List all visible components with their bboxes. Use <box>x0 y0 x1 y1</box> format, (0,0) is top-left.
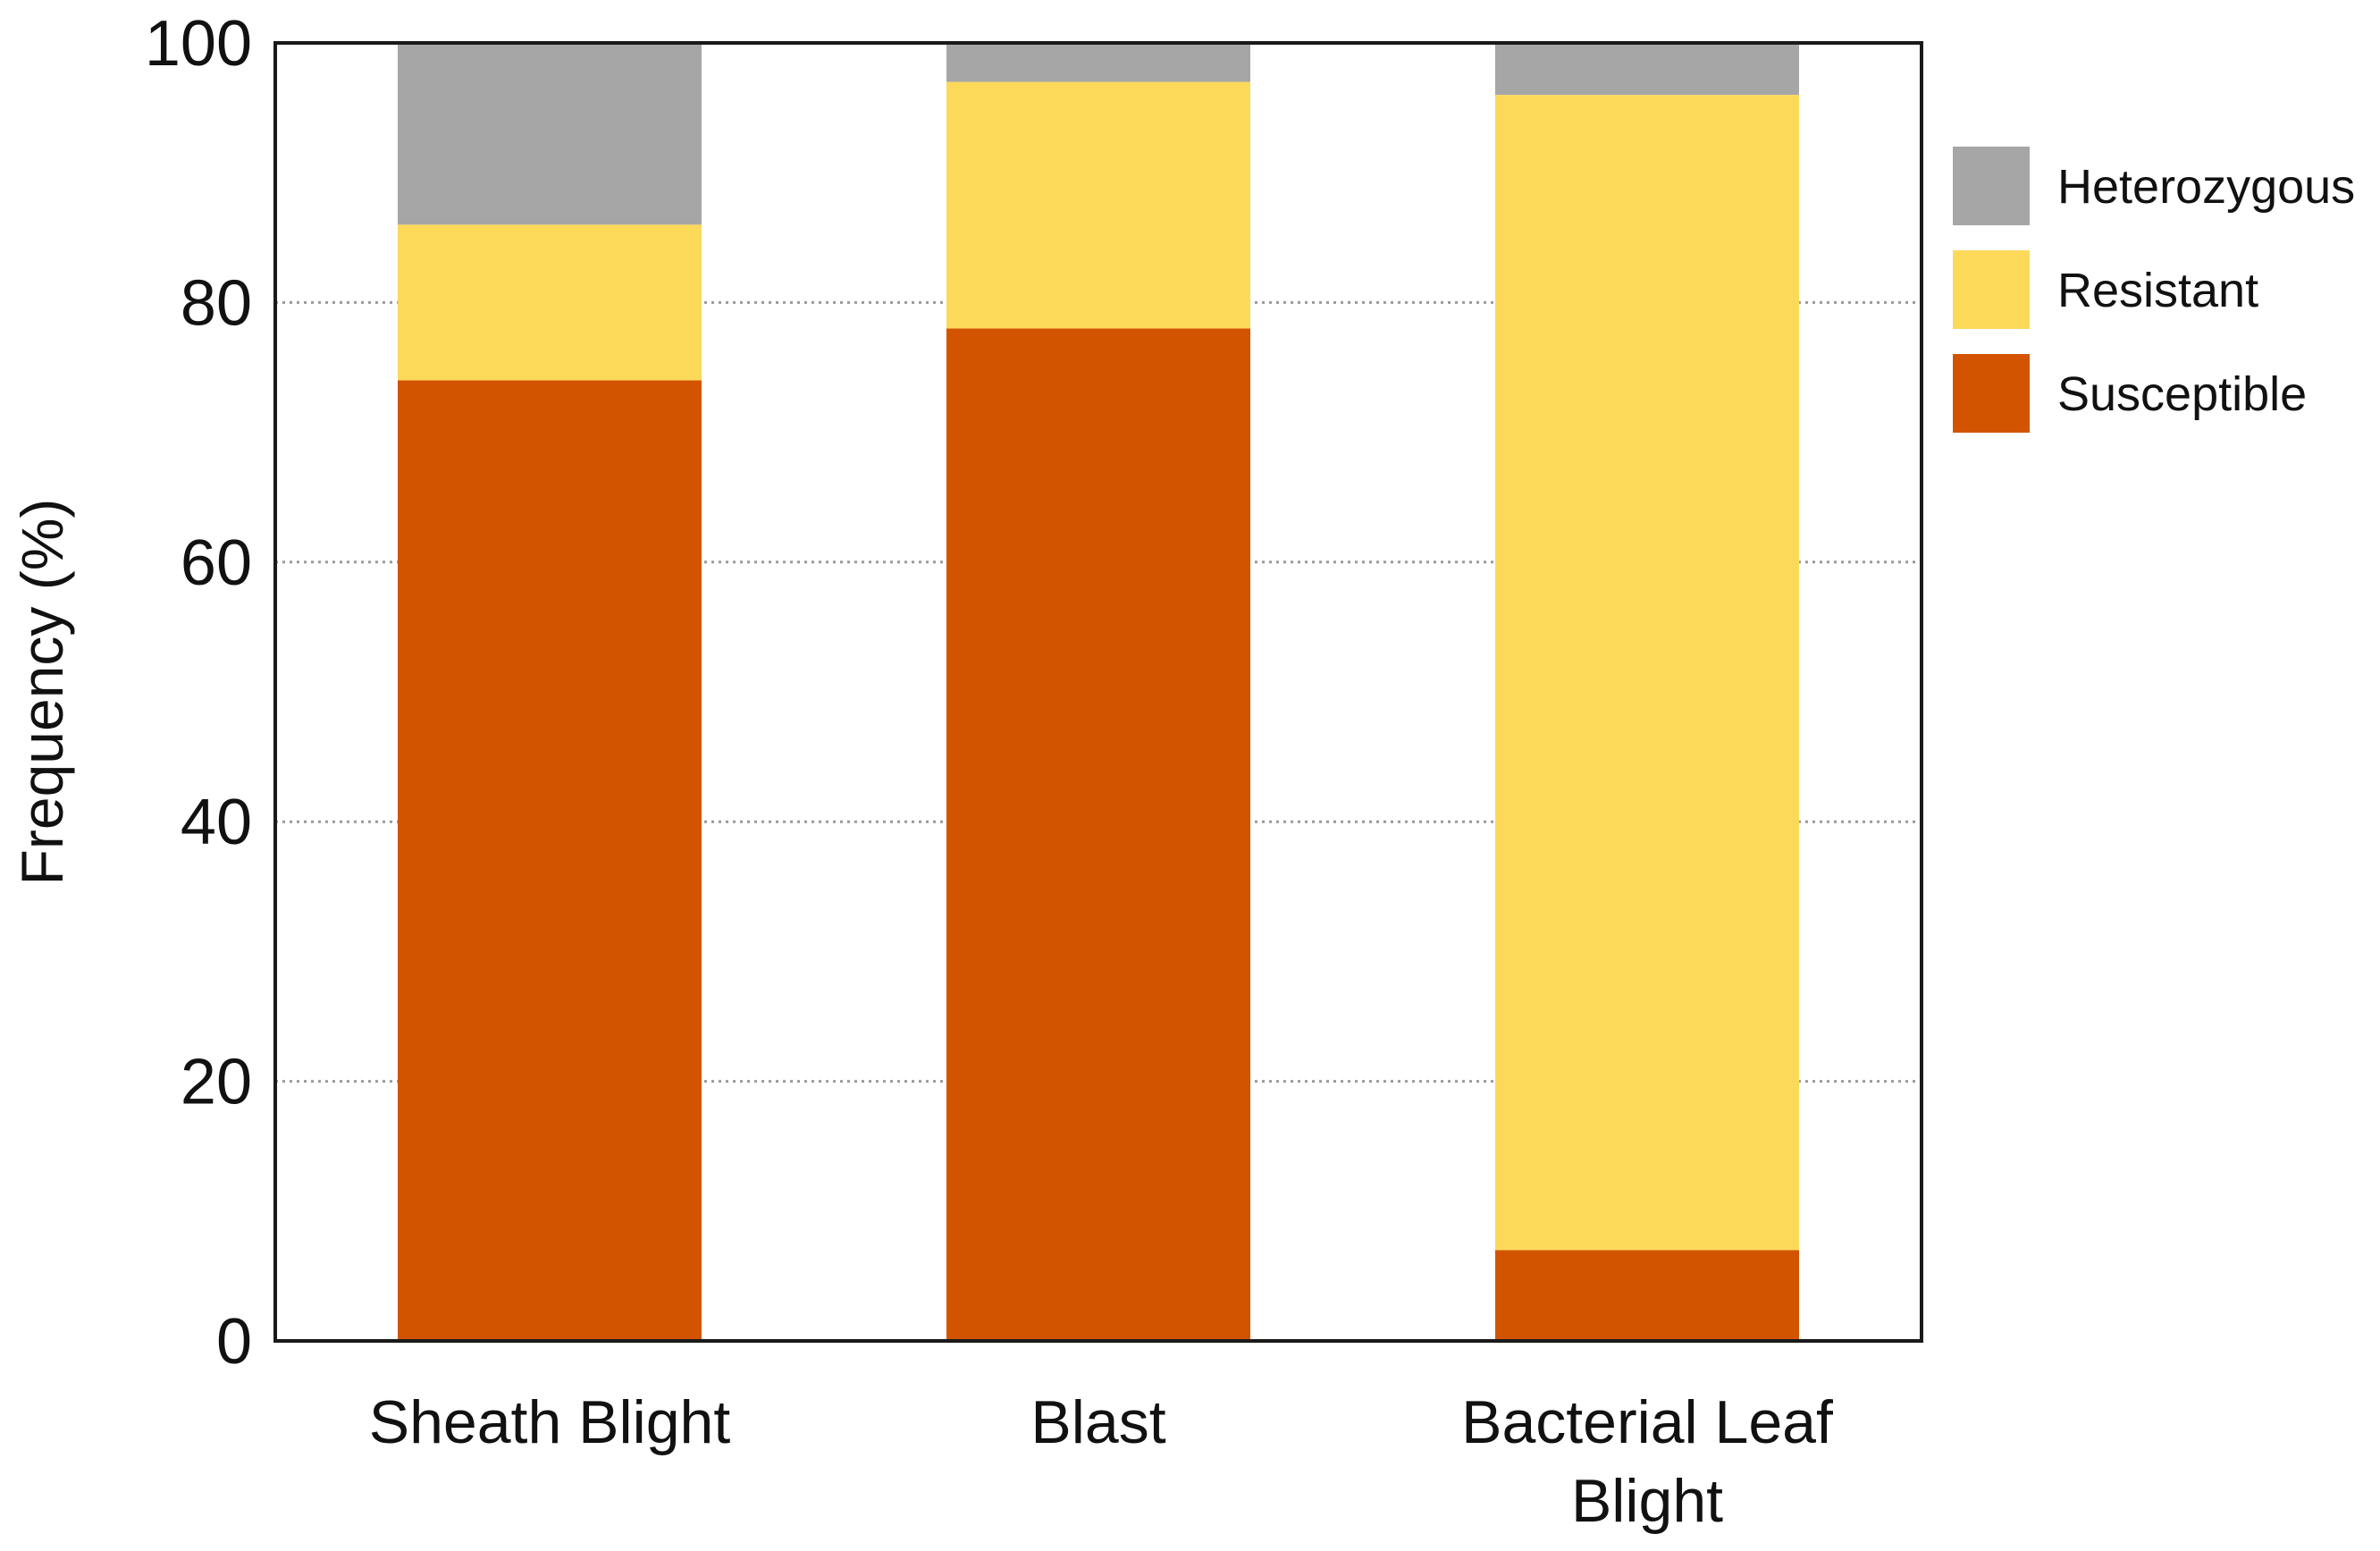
y-tick-label: 80 <box>181 267 252 339</box>
y-tick-label: 100 <box>145 8 252 80</box>
x-category-label: Blast <box>1030 1388 1165 1456</box>
bars <box>398 43 1799 1342</box>
legend: Heterozygous Resistant Susceptible <box>1953 147 2355 433</box>
x-category-label: Blight <box>1571 1467 1723 1535</box>
bar-heterozygous-2 <box>1495 43 1799 96</box>
bar-resistant-2 <box>1495 95 1799 1251</box>
y-tick-label: 20 <box>181 1047 252 1118</box>
legend-swatch-susceptible <box>1953 354 2030 433</box>
y-tick-label: 60 <box>181 527 252 599</box>
bar-heterozygous-0 <box>398 43 702 225</box>
x-category-label: Bacterial Leaf <box>1461 1388 1833 1456</box>
x-category-label: Sheath Blight <box>369 1388 731 1456</box>
legend-swatch-heterozygous <box>1953 147 2030 225</box>
legend-label-susceptible: Susceptible <box>2057 367 2307 421</box>
y-tick-label: 40 <box>181 787 252 858</box>
bar-resistant-1 <box>946 81 1250 329</box>
y-tick-label: 0 <box>216 1306 252 1378</box>
legend-swatch-resistant <box>1953 250 2030 329</box>
x-category-labels: Sheath Blight Blast Bacterial Leaf Blight <box>369 1388 1833 1535</box>
bar-susceptible-2 <box>1495 1250 1799 1341</box>
plot-frame <box>273 41 1923 1343</box>
y-axis-title: Frequency (%) <box>9 499 75 886</box>
legend-label-resistant: Resistant <box>2057 264 2258 317</box>
bar-susceptible-0 <box>398 380 702 1341</box>
bar-susceptible-1 <box>946 328 1250 1342</box>
bar-resistant-0 <box>398 224 702 381</box>
legend-label-heterozygous: Heterozygous <box>2057 160 2355 214</box>
y-tick-labels: 0 20 40 60 80 100 <box>145 8 252 1378</box>
bar-heterozygous-1 <box>946 43 1250 82</box>
